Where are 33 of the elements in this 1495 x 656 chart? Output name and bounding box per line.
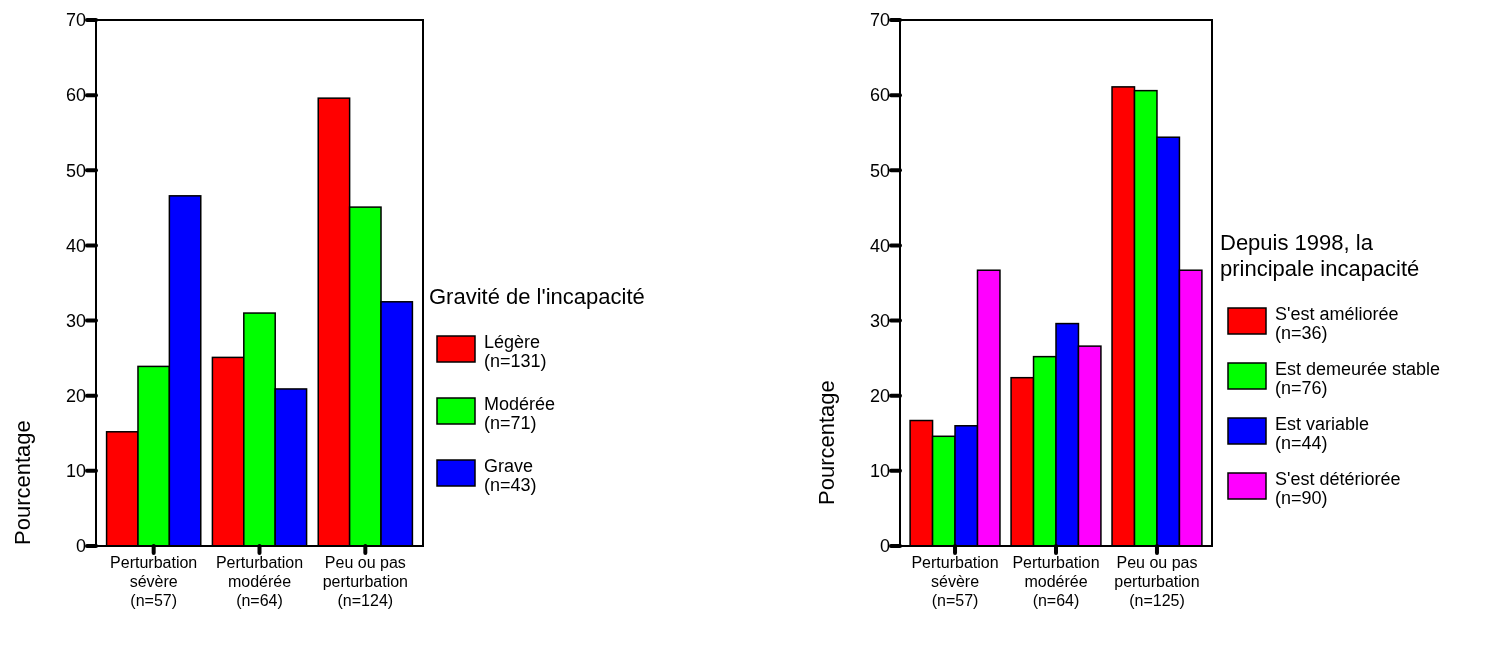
legend-label: Est demeurée stable (n=76) [1275, 359, 1441, 398]
y-tick-label: 50 [65, 160, 86, 181]
x-tick-label: Perturbation sévère (n=57) [911, 554, 999, 609]
y-tick-label: 60 [65, 85, 86, 106]
y-tick-label: 70 [65, 10, 86, 31]
y-tick-label: 0 [75, 536, 86, 557]
y-tick-label: 10 [65, 461, 86, 482]
y-tick-label: 70 [869, 10, 890, 31]
legend-label: S'est détériorée (n=90) [1275, 469, 1401, 508]
y-tick-label: 30 [869, 310, 890, 331]
y-axis-title: Pourcentage [814, 380, 839, 505]
legend-label: S'est améliorée (n=36) [1275, 304, 1399, 343]
y-axis-title: Pourcentage [10, 420, 35, 545]
legend-title: Depuis 1998, la principale incapacité [1220, 230, 1420, 281]
y-tick-label: 20 [869, 386, 890, 407]
y-tick-label: 10 [869, 461, 890, 482]
y-tick-label: 0 [879, 536, 890, 557]
y-tick-label: 60 [869, 85, 890, 106]
x-tick-label: Perturbation modérée (n=64) [1012, 554, 1100, 609]
y-tick-label: 50 [869, 160, 890, 181]
legend-label: Modérée (n=71) [484, 394, 556, 433]
y-tick-label: 30 [65, 310, 86, 331]
y-tick-label: 40 [65, 235, 86, 256]
y-tick-label: 40 [869, 235, 890, 256]
legend-label: Légère (n=131) [484, 332, 547, 371]
x-tick-label: Perturbation modérée (n=64) [215, 554, 304, 609]
x-tick-label: Peu ou pas perturbation (n=124) [322, 554, 409, 609]
x-tick-label: Perturbation sévère (n=57) [110, 554, 198, 609]
y-tick-label: 20 [65, 386, 86, 407]
legend-title: Gravité de l'incapacité [429, 284, 645, 309]
legend-label: Est variable (n=44) [1275, 414, 1370, 453]
x-tick-label: Peu ou pas perturbation (n=125) [1114, 554, 1200, 609]
legend-label: Grave (n=43) [484, 456, 537, 495]
